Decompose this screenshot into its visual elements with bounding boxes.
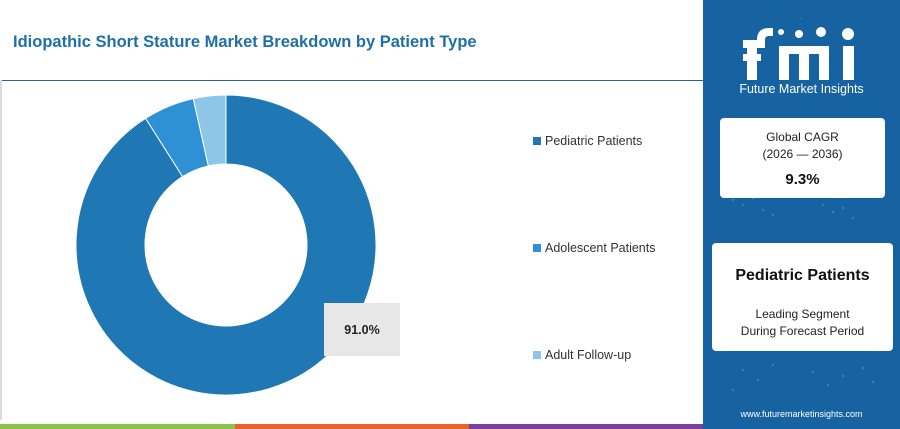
- bottom-accent-green: [0, 424, 235, 429]
- legend-label: Adolescent Patients: [545, 241, 656, 255]
- cagr-period: (2026 — 2036): [762, 147, 843, 161]
- panel-edge: [0, 80, 2, 420]
- data-label-text: 91.0%: [344, 322, 380, 337]
- legend-label: Adult Follow-up: [545, 348, 632, 362]
- chart-title: Idiopathic Short Stature Market Breakdow…: [13, 33, 477, 51]
- legend-swatch: [533, 351, 541, 359]
- leading-segment-card: Pediatric Patients Leading Segment Durin…: [712, 243, 893, 351]
- info-sidebar: fmi Future Market Insights Global CAGR (…: [703, 0, 900, 429]
- legend-item-adult: Adult Follow-up: [533, 348, 631, 362]
- fmi-logo: fmi: [743, 18, 854, 80]
- segment-name: Pediatric Patients: [735, 267, 870, 284]
- legend-swatch: [533, 244, 541, 252]
- cagr-label: Global CAGR: [766, 130, 839, 144]
- title-divider: [0, 80, 703, 81]
- segment-description-line1: Leading Segment: [755, 307, 850, 321]
- data-label-pediatric: 91.0%: [324, 303, 400, 356]
- donut-chart: [75, 94, 377, 396]
- legend-item-pediatric: Pediatric Patients: [533, 134, 642, 148]
- logo-brand-text: fmi: [800, 18, 802, 20]
- cagr-card: Global CAGR (2026 — 2036) 9.3%: [720, 118, 885, 198]
- legend-label: Pediatric Patients: [545, 134, 643, 148]
- donut-slice-adult-follow-up: [192, 94, 227, 167]
- cagr-value: 9.3%: [785, 171, 820, 188]
- legend-item-adolescent: Adolescent Patients: [533, 241, 656, 255]
- legend-swatch: [533, 137, 541, 145]
- bottom-accent-purple: [469, 424, 703, 429]
- website-url: www.futuremarketinsights.com: [740, 409, 863, 419]
- world-map-pattern: [731, 196, 875, 392]
- logo-subtitle: Future Market Insights: [739, 82, 864, 96]
- chart-panel: Idiopathic Short Stature Market Breakdow…: [0, 0, 704, 429]
- segment-description-line2: During Forecast Period: [740, 324, 865, 338]
- donut-slice-pediatric-patients: [75, 94, 377, 396]
- bottom-accent-orange: [235, 424, 469, 429]
